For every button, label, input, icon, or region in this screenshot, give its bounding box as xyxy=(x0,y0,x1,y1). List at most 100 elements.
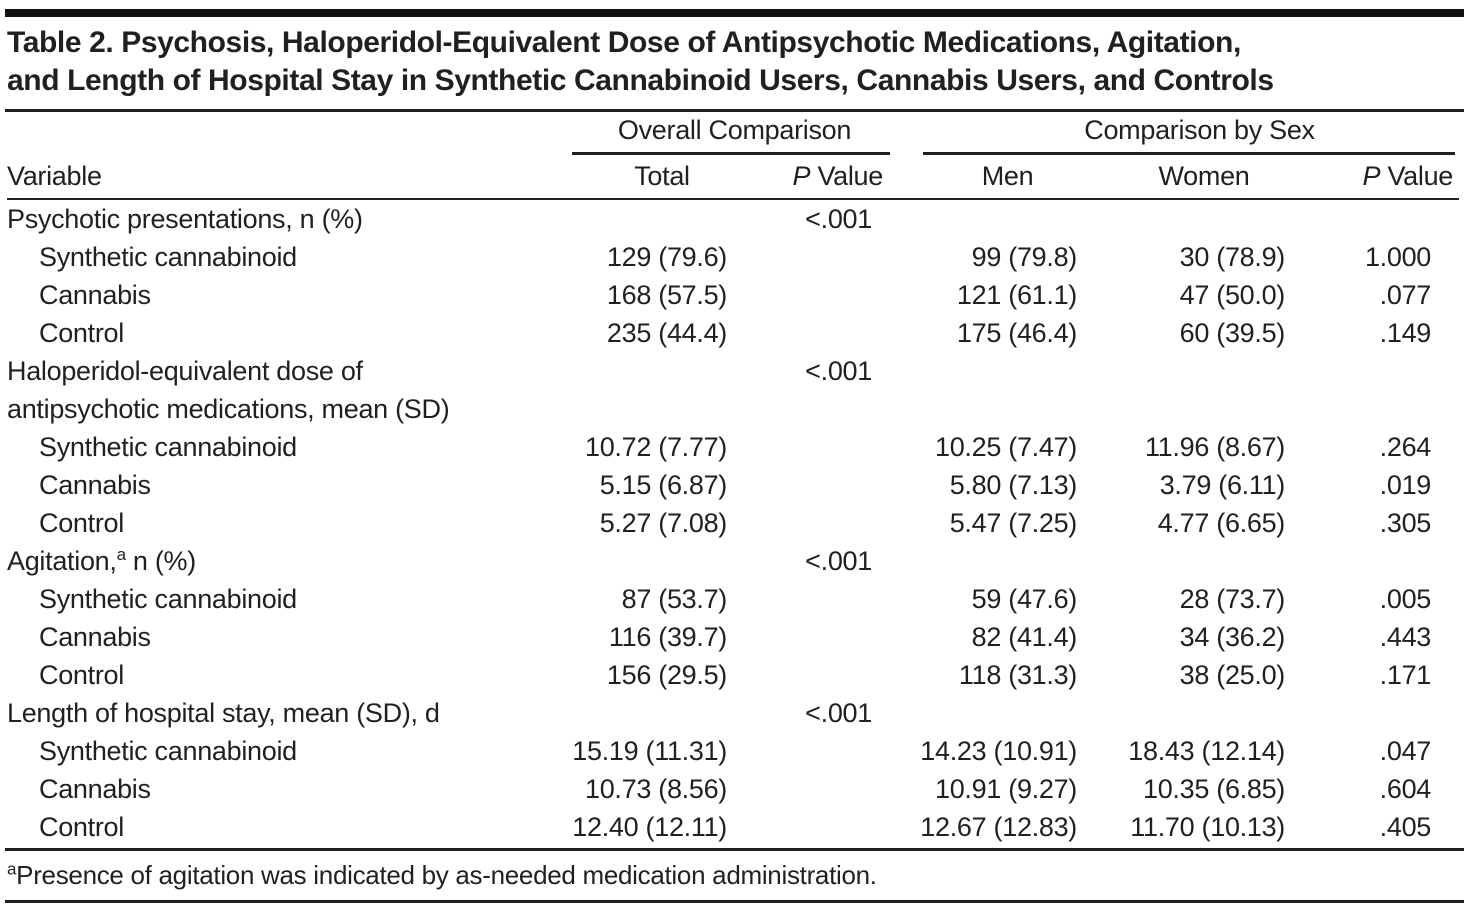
cell-p-value-overall xyxy=(735,314,890,352)
cell-men: 59 (47.6) xyxy=(971,584,1078,614)
column-header-women: Women xyxy=(1085,155,1293,200)
cell-p-value-sex: .005 xyxy=(1379,584,1432,614)
cell-total: 5.27 (7.08) xyxy=(599,508,728,538)
cell-p-value-overall xyxy=(735,618,890,656)
title-rule xyxy=(5,109,1464,112)
cell-p-value-sex xyxy=(1293,199,1459,238)
cell-p-value-overall xyxy=(735,656,890,694)
cell-p-value-overall xyxy=(735,276,890,314)
spanner-overall-underline xyxy=(572,152,890,155)
cell-total: 10.73 (8.56) xyxy=(585,774,727,804)
table-row: Control 5.27 (7.08) 5.47 (7.25) 4.77 (6.… xyxy=(7,504,1459,542)
cell-p-value-overall: <.001 xyxy=(805,204,872,234)
cell-men: 175 (46.4) xyxy=(956,318,1077,348)
table-header: Overall Comparison Comparison by Sex Var… xyxy=(7,112,1460,200)
cell-variable: Cannabis xyxy=(39,622,151,652)
spanner-overall-comparison: Overall Comparison xyxy=(565,112,890,155)
table-row: Synthetic cannabinoid 129 (79.6) 99 (79.… xyxy=(7,238,1459,276)
cell-variable: Cannabis xyxy=(39,774,151,804)
cell-variable: Cannabis xyxy=(39,470,151,500)
top-accent-bar xyxy=(5,9,1464,17)
cell-variable: Synthetic cannabinoid xyxy=(39,736,297,766)
table-row: Control 156 (29.5) 118 (31.3) 38 (25.0) … xyxy=(7,656,1459,694)
cell-men xyxy=(890,352,1085,428)
cell-variable: Agitation,a n (%) xyxy=(7,545,196,576)
cell-p-value-sex xyxy=(1293,352,1459,428)
cell-women: 11.70 (10.13) xyxy=(1130,812,1285,842)
cell-p-value-sex: .047 xyxy=(1379,736,1432,766)
spanner-by-sex-label: Comparison by Sex xyxy=(1084,115,1315,145)
column-header-p-value-overall: P Value xyxy=(735,155,890,200)
column-header-men: Men xyxy=(890,155,1085,200)
cell-p-value-sex: .604 xyxy=(1379,774,1432,804)
cell-p-value-sex: .305 xyxy=(1379,508,1432,538)
cell-men: 99 (79.8) xyxy=(971,242,1078,272)
spanner-overall-label: Overall Comparison xyxy=(617,115,852,145)
table-row: Cannabis 10.73 (8.56) 10.91 (9.27) 10.35… xyxy=(7,770,1459,808)
column-header-row: Variable Total P Value Men Women P Value xyxy=(7,155,1460,200)
cell-total: 156 (29.5) xyxy=(606,660,727,690)
cell-p-value-sex: .443 xyxy=(1379,622,1432,652)
cell-men: 10.25 (7.47) xyxy=(935,432,1077,462)
cell-women: 30 (78.9) xyxy=(1179,242,1286,272)
cell-women: 60 (39.5) xyxy=(1179,318,1286,348)
cell-p-value-overall: <.001 xyxy=(805,546,872,576)
footnote: aPresence of agitation was indicated by … xyxy=(7,858,1464,892)
footnote-marker: a xyxy=(116,545,126,564)
cell-p-value-overall xyxy=(735,808,890,846)
cell-p-value-overall xyxy=(735,732,890,770)
table-row: Cannabis 168 (57.5) 121 (61.1) 47 (50.0)… xyxy=(7,276,1459,314)
table-body: Psychotic presentations, n (%) <.001 Syn… xyxy=(7,199,1459,846)
cell-p-value-overall xyxy=(735,466,890,504)
table-row: Cannabis 116 (39.7) 82 (41.4) 34 (36.2) … xyxy=(7,618,1459,656)
cell-p-value-sex: .149 xyxy=(1379,318,1432,348)
spanner-by-sex-underline xyxy=(923,152,1456,155)
cell-variable: Synthetic cannabinoid xyxy=(39,584,297,614)
cell-total: 235 (44.4) xyxy=(606,318,727,348)
table-row: Haloperidol-equivalent dose of antipsych… xyxy=(7,352,1459,428)
cell-p-value-sex xyxy=(1293,694,1459,732)
final-rule xyxy=(5,900,1464,903)
cell-men: 12.67 (12.83) xyxy=(920,812,1077,842)
cell-men xyxy=(890,694,1085,732)
cell-total xyxy=(565,542,735,580)
cell-variable: Control xyxy=(39,318,124,348)
spanner-empty-cell xyxy=(7,112,565,155)
p-italic: P xyxy=(792,161,811,191)
cell-women: 3.79 (6.11) xyxy=(1159,470,1286,500)
cell-p-value-sex: .019 xyxy=(1379,470,1432,500)
cell-p-value-sex: 1.000 xyxy=(1364,242,1432,272)
cell-p-value-overall xyxy=(735,428,890,466)
cell-total: 12.40 (12.11) xyxy=(572,812,727,842)
cell-p-value-sex xyxy=(1293,542,1459,580)
cell-p-value-overall xyxy=(735,238,890,276)
cell-total xyxy=(565,694,735,732)
cell-p-value-overall xyxy=(735,504,890,542)
cell-variable: Control xyxy=(39,812,124,842)
cell-p-value-overall xyxy=(735,580,890,618)
p-word: Value xyxy=(1387,161,1454,191)
column-header-total: Total xyxy=(565,155,735,200)
cell-men xyxy=(890,542,1085,580)
cell-p-value-sex: .171 xyxy=(1379,660,1432,690)
cell-women xyxy=(1085,542,1293,580)
cell-total: 10.72 (7.77) xyxy=(585,432,727,462)
cell-variable: Length of hospital stay, mean (SD), d xyxy=(7,698,440,728)
cell-p-value-overall: <.001 xyxy=(805,356,872,386)
footnote-sup: a xyxy=(7,859,17,879)
table-row: Psychotic presentations, n (%) <.001 xyxy=(7,199,1459,238)
cell-total xyxy=(565,352,735,428)
table-row: Length of hospital stay, mean (SD), d <.… xyxy=(7,694,1459,732)
cell-men: 10.91 (9.27) xyxy=(935,774,1077,804)
table-row: Cannabis 5.15 (6.87) 5.80 (7.13) 3.79 (6… xyxy=(7,466,1459,504)
cell-women: 47 (50.0) xyxy=(1179,280,1286,310)
cell-variable: Psychotic presentations, n (%) xyxy=(7,204,363,234)
cell-p-value-overall xyxy=(735,770,890,808)
cell-variable: Control xyxy=(39,508,124,538)
cell-men: 14.23 (10.91) xyxy=(920,736,1077,766)
cell-p-value-overall: <.001 xyxy=(805,698,872,728)
cell-variable: Control xyxy=(39,660,124,690)
cell-total: 87 (53.7) xyxy=(621,584,728,614)
cell-total: 5.15 (6.87) xyxy=(599,470,728,500)
